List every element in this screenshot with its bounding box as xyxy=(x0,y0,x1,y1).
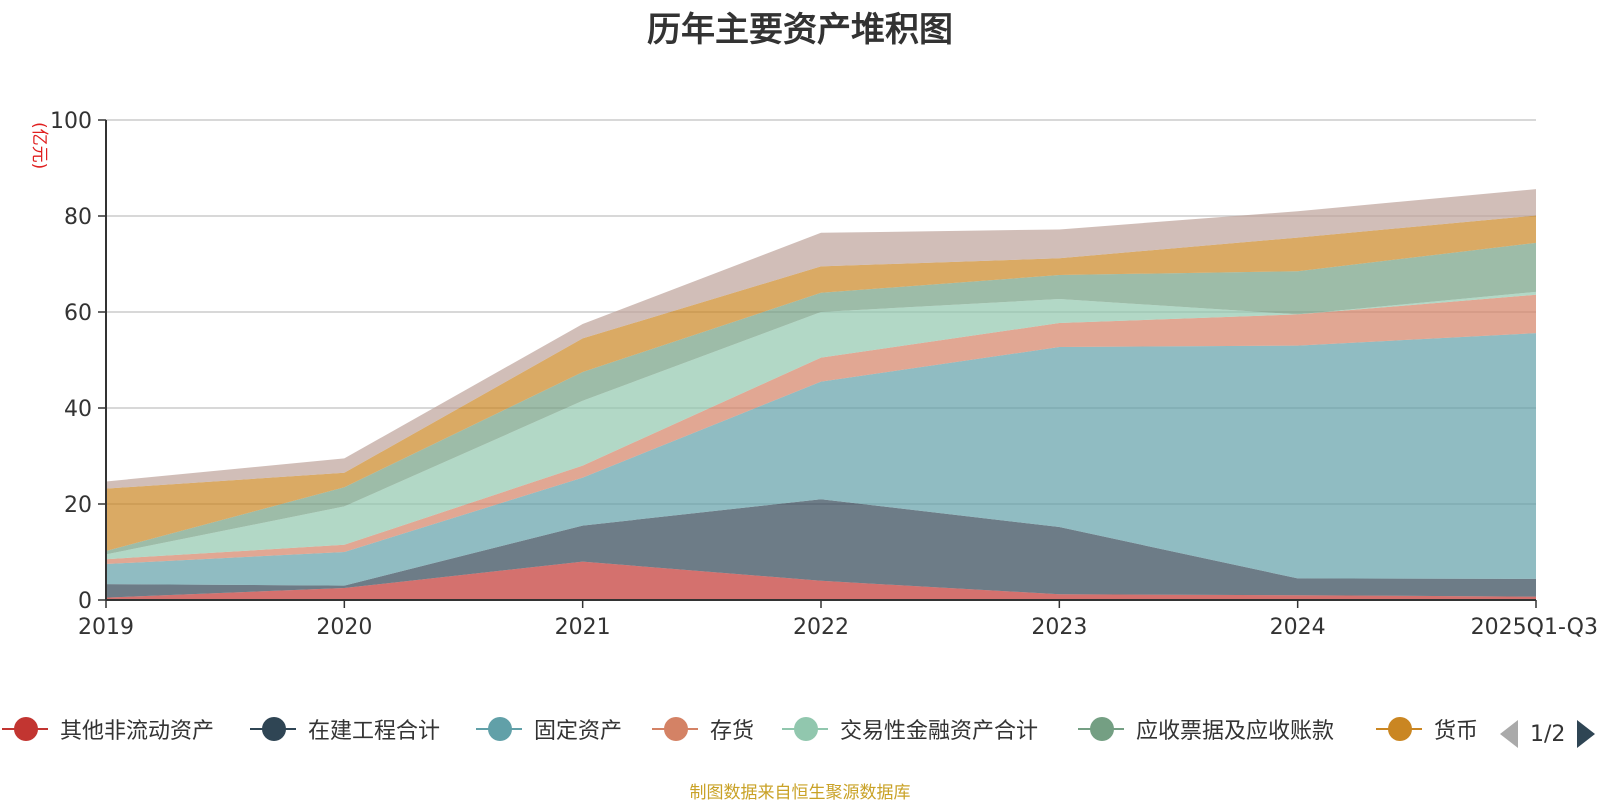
y-tick-label: 40 xyxy=(64,397,92,422)
legend-item[interactable]: 固定资产 xyxy=(476,712,622,746)
legend-next-page-icon[interactable] xyxy=(1577,720,1596,748)
legend-prev-page-icon[interactable] xyxy=(1500,720,1518,748)
legend-label: 在建工程合计 xyxy=(308,719,441,744)
area-series-2 xyxy=(106,333,1536,586)
legend-item[interactable]: 交易性金融资产合计 xyxy=(782,712,1038,746)
legend-item[interactable]: 在建工程合计 xyxy=(250,712,440,746)
x-tick-label: 2024 xyxy=(1270,615,1326,640)
legend-label: 存货 xyxy=(710,719,755,744)
x-tick-label: 2020 xyxy=(316,615,372,640)
legend-label: 交易性金融资产合计 xyxy=(840,719,1039,744)
area-series-3 xyxy=(106,294,1536,564)
legend-marker-icon xyxy=(1078,714,1124,744)
area-series-1 xyxy=(106,499,1536,598)
legend-label: 应收票据及应收账款 xyxy=(1136,719,1335,744)
legend-item[interactable]: 其他非流动资产 xyxy=(2,712,214,746)
chart-legend: 其他非流动资产 在建工程合计 固定资产 存货 交易性金融资产合计 应收票据及应收账款 货币 xyxy=(0,712,1600,752)
legend-item[interactable]: 存货 xyxy=(652,712,754,746)
area-series-5 xyxy=(106,242,1536,555)
y-tick-label: 80 xyxy=(64,205,92,230)
legend-marker-icon xyxy=(652,714,698,744)
x-tick-label: 2023 xyxy=(1031,615,1087,640)
legend-label: 其他非流动资产 xyxy=(60,719,215,744)
legend-item[interactable]: 货币 xyxy=(1376,712,1478,746)
legend-pager: 1/2 xyxy=(1500,718,1596,750)
y-tick-label: 0 xyxy=(78,589,92,614)
legend-marker-icon xyxy=(2,714,48,744)
area-series-6 xyxy=(106,215,1536,552)
chart-title: 历年主要资产堆积图 xyxy=(647,10,953,50)
area-series-7 xyxy=(106,189,1536,489)
legend-item[interactable]: 应收票据及应收账款 xyxy=(1078,712,1334,746)
y-tick-label: 100 xyxy=(50,109,92,134)
area-series-4 xyxy=(106,291,1536,560)
legend-marker-icon xyxy=(250,714,296,744)
x-tick-label: 2019 xyxy=(78,615,134,640)
legend-marker-icon xyxy=(782,714,828,744)
x-tick-label: 2025Q1-Q3 xyxy=(1471,615,1598,640)
legend-label: 货币 xyxy=(1434,719,1479,744)
x-tick-label: 2022 xyxy=(793,615,849,640)
y-tick-label: 20 xyxy=(64,493,92,518)
data-source-note: 制图数据来自恒生聚源数据库 xyxy=(689,783,911,803)
stacked-area-chart: 0 20 40 60 80 100 2019 2020 2021 2022 2023 2024 2025… xyxy=(50,109,1598,640)
y-tick-label: 60 xyxy=(64,301,92,326)
legend-marker-icon xyxy=(476,714,522,744)
legend-marker-icon xyxy=(1376,714,1422,744)
x-tick-label: 2021 xyxy=(555,615,611,640)
legend-label: 固定资产 xyxy=(534,719,623,744)
legend-page-indicator: 1/2 xyxy=(1530,721,1566,747)
